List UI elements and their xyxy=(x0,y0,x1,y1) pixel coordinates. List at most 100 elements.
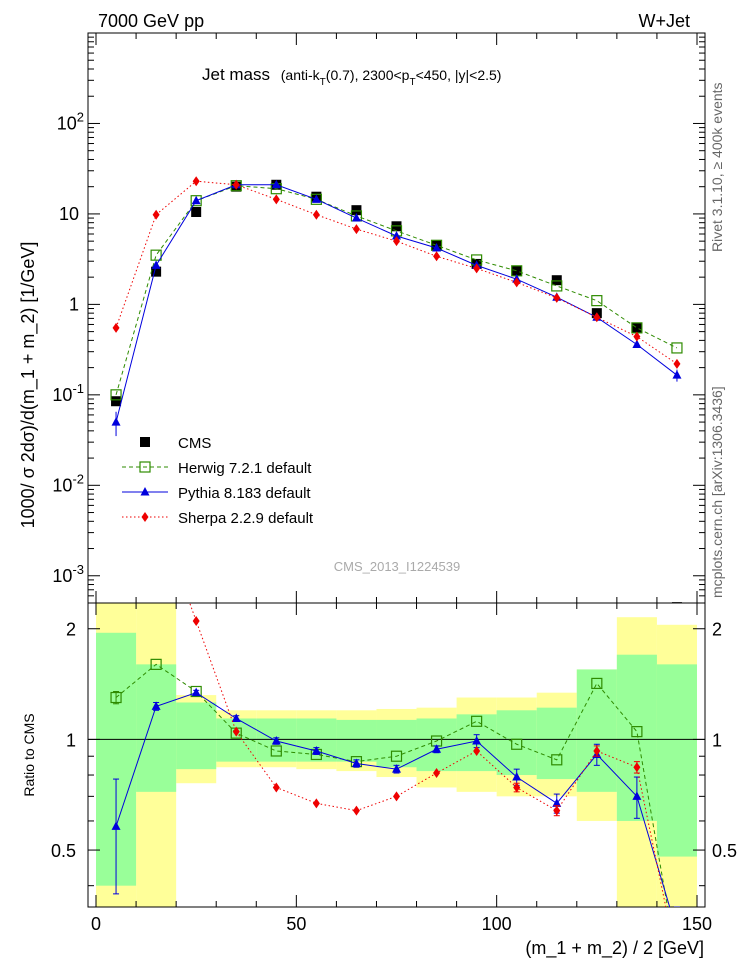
data-point xyxy=(433,251,441,262)
data-point xyxy=(152,209,160,220)
tick-base: 10 xyxy=(52,566,72,586)
ratio-point xyxy=(512,772,522,781)
data-point xyxy=(553,292,561,303)
series-top xyxy=(111,179,682,437)
data-point xyxy=(591,295,603,307)
data-point xyxy=(271,179,281,189)
bottom-y-tick-label-right: 2 xyxy=(712,620,722,640)
data-point xyxy=(671,602,682,603)
ratio-line xyxy=(115,663,669,907)
ratio-point xyxy=(191,687,201,697)
bottom-ylabel: Ratio to CMS xyxy=(21,713,37,796)
plot-title-sub2: T xyxy=(409,77,415,88)
legend-label: Herwig 7.2.1 default xyxy=(178,460,312,477)
ratio-point xyxy=(111,821,121,830)
top-y-tick-label: 10 xyxy=(59,204,79,224)
legend: CMS Herwig 7.2.1 default Pythia 8.183 defa… xyxy=(122,435,314,527)
legend-marker xyxy=(139,461,151,473)
data-point xyxy=(633,331,641,342)
ratio-point xyxy=(633,762,641,773)
bottom-y-tick-label-left: 2 xyxy=(66,620,76,640)
ratio-line xyxy=(189,603,667,907)
plot-title-sub-pre: (anti-k xyxy=(281,67,321,83)
ratio-point xyxy=(352,805,360,816)
data-point xyxy=(551,275,562,286)
data-point xyxy=(150,249,162,261)
ratio-point xyxy=(270,745,282,757)
ratio-uncertainty-bands xyxy=(88,603,705,907)
data-point xyxy=(551,280,563,292)
plot-title-main: Jet mass xyxy=(202,65,270,84)
data-point xyxy=(631,322,642,333)
top-y-tick-label: 10-3 xyxy=(52,562,84,586)
band-inner xyxy=(136,664,177,792)
ratio-point xyxy=(593,745,601,756)
legend-marker xyxy=(140,437,150,447)
data-series xyxy=(110,176,683,936)
series-line xyxy=(115,185,678,395)
ratio-point xyxy=(311,745,321,755)
legend-label: Pythia 8.183 default xyxy=(178,485,311,502)
ratio-point xyxy=(472,736,482,745)
ratio-point xyxy=(553,805,561,816)
plot-title: Jet mass (anti-kT(0.7), 2300<pT<450, |y|… xyxy=(202,65,501,88)
data-point xyxy=(272,194,280,205)
data-point xyxy=(672,370,682,379)
plot-title-sub-mid: (0.7), 2300<p xyxy=(326,67,410,83)
ratio-point xyxy=(392,764,401,773)
bottom-y-tick-label-right: 0.5 xyxy=(712,841,737,861)
watermark: CMS_2013_I1224539 xyxy=(334,559,461,574)
ratio-point xyxy=(591,677,603,690)
tick-base: 10 xyxy=(52,385,72,405)
band-inner xyxy=(216,718,257,762)
tick-exponent: -2 xyxy=(72,471,84,486)
plot-title-sub1: T xyxy=(320,77,326,88)
ratio-point xyxy=(190,685,202,698)
band-inner xyxy=(176,702,217,770)
ratio-point xyxy=(473,745,481,756)
band-inner xyxy=(496,710,537,776)
bottom-panel-frame xyxy=(87,602,706,908)
bottom-y-tick-label-left: 1 xyxy=(66,730,76,750)
band-inner xyxy=(336,719,377,762)
band-inner xyxy=(536,707,577,780)
ratio-point xyxy=(432,744,442,753)
data-point xyxy=(191,195,201,205)
top-ylabel: 1000/ σ 2dσ)/d(m_1 + m_2) [1/GeV] xyxy=(18,242,39,529)
data-point xyxy=(671,342,683,354)
data-point xyxy=(151,266,162,277)
series-top xyxy=(112,176,681,369)
header-right: W+Jet xyxy=(638,11,690,31)
ratio-point xyxy=(471,715,483,727)
data-point xyxy=(232,179,240,190)
data-point xyxy=(111,396,122,407)
rivet-label: Rivet 3.1.10, ≥ 400k events xyxy=(709,82,725,252)
legend-label: CMS xyxy=(178,435,211,452)
ratio-point xyxy=(672,927,681,936)
data-point xyxy=(112,322,120,333)
data-point xyxy=(151,260,161,269)
data-point xyxy=(673,358,681,369)
legend-marker xyxy=(141,512,149,522)
band-inner xyxy=(656,664,697,857)
ratio-point xyxy=(231,713,241,722)
ratio-point xyxy=(272,782,280,793)
data-point xyxy=(312,209,320,220)
ratio-point xyxy=(312,798,320,809)
band-inner xyxy=(576,669,617,792)
ratio-point xyxy=(433,768,441,779)
header-left: 7000 GeV pp xyxy=(98,11,204,31)
data-point xyxy=(632,339,642,349)
series-line xyxy=(115,184,678,423)
data-point xyxy=(593,312,601,323)
ratio-point xyxy=(153,505,160,515)
x-tick-label: 50 xyxy=(286,914,306,934)
data-point xyxy=(351,213,361,222)
ratio-point xyxy=(110,691,122,704)
ratio-point xyxy=(150,658,162,670)
ratio-point xyxy=(393,791,400,802)
data-point xyxy=(311,194,321,203)
ratio-point xyxy=(511,738,523,750)
top-y-tick-label: 102 xyxy=(57,109,84,133)
legend-marker xyxy=(140,487,150,496)
